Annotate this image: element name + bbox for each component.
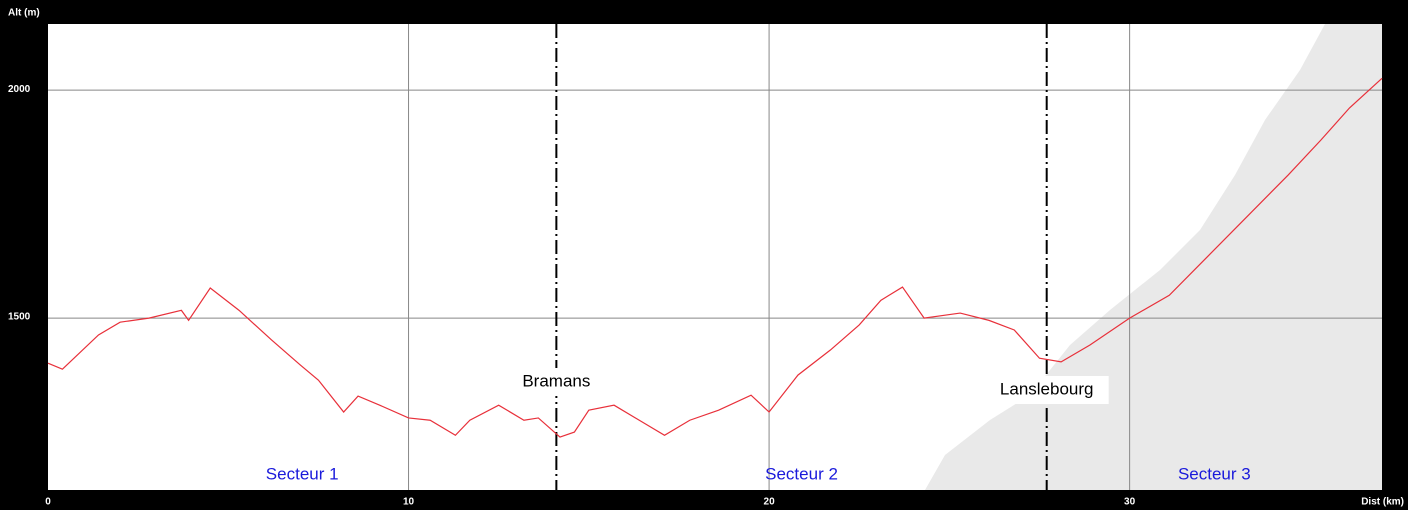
marker-label-bg — [511, 368, 602, 396]
elevation-line — [47, 77, 1383, 438]
x-tick-label: 20 — [764, 497, 776, 508]
sector-label: Secteur 2 — [765, 464, 838, 483]
y-axis-label: Alt (m) — [8, 8, 40, 19]
y-tick-label: 2000 — [8, 84, 31, 95]
x-tick-label: 0 — [45, 497, 51, 508]
terrain-shade — [925, 24, 1382, 490]
y-tick-label: 1500 — [8, 312, 31, 323]
marker-label: Lanslebourg — [1000, 379, 1094, 398]
sector-label: Secteur 3 — [1178, 464, 1251, 483]
sector-label: Secteur 1 — [266, 464, 339, 483]
marker-label: Bramans — [522, 371, 590, 390]
x-tick-label: 30 — [1124, 497, 1136, 508]
x-tick-label: 10 — [403, 497, 415, 508]
x-axis-label: Dist (km) — [1361, 497, 1404, 508]
marker-label-bg — [984, 376, 1109, 404]
